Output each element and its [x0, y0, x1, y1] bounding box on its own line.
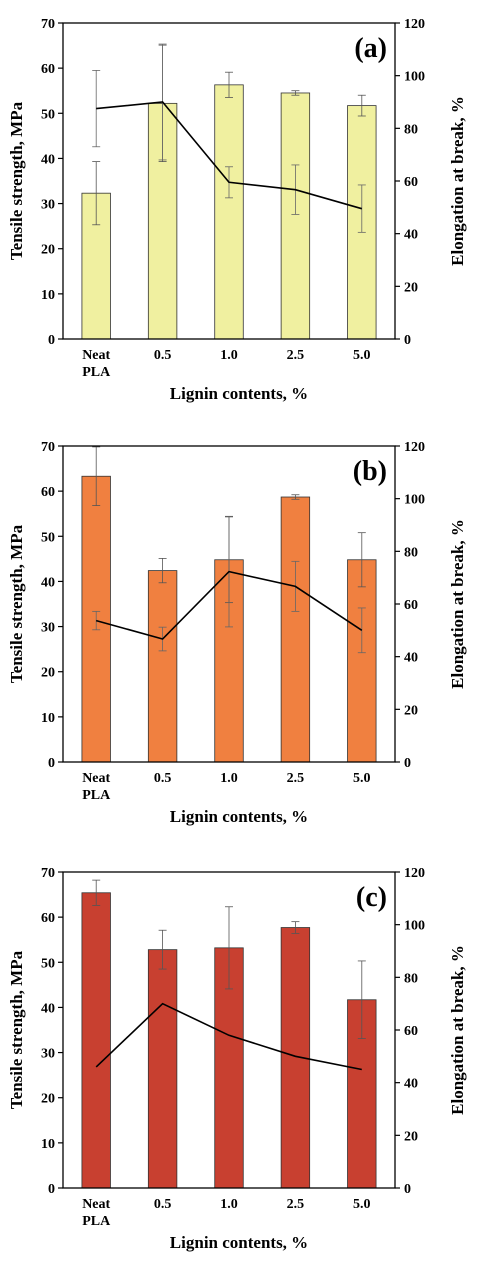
left-axis-tick-label: 0	[48, 1182, 55, 1197]
category-tick-label: 2.5	[287, 348, 305, 363]
left-axis-tick-label: 70	[41, 17, 55, 32]
left-axis-tick-label: 30	[41, 1047, 55, 1062]
left-axis-tick-label: 10	[41, 288, 55, 303]
elongation-line	[95, 570, 363, 640]
left-axis-tick-label: 10	[41, 1137, 55, 1152]
right-axis-tick-label: 80	[404, 545, 418, 560]
right-axis-tick-label: 0	[404, 1182, 411, 1197]
chart-panel-1: 0 10 20 30 40 50 60 70 0 20 40 60 80 100 120 Neat PLA 0.5…	[7, 17, 467, 403]
right-axis-tick-label: 20	[404, 280, 418, 295]
category-tick-label: 0.5	[154, 348, 172, 363]
x-axis-label: Lignin contents, %	[170, 807, 308, 826]
left-axis-tick-label: 20	[41, 666, 55, 681]
right-axis-label: Elongation at break, %	[448, 96, 467, 266]
right-axis-tick-label: 40	[404, 228, 418, 243]
left-axis-tick-label: 0	[48, 333, 55, 348]
category-tick-label: 2.5	[287, 1197, 305, 1212]
right-axis-tick-label: 60	[404, 175, 418, 190]
category-tick-label: 2.5	[287, 771, 305, 786]
elongation-line	[96, 101, 363, 210]
panel-label: (c)	[356, 882, 387, 913]
left-axis-label: Tensile strength, MPa	[7, 101, 26, 260]
right-axis-label: Elongation at break, %	[448, 519, 467, 689]
chart-panel-3: 0 10 20 30 40 50 60 70 0 20 40 60 80 100 120 Neat PLA 0.5…	[7, 866, 467, 1252]
left-axis-tick-label: 30	[41, 198, 55, 213]
right-axis-tick-label: 120	[404, 17, 425, 32]
category-tick-label: 0.5	[154, 771, 172, 786]
panel-label: (a)	[354, 33, 387, 64]
category-tick-label: Neat	[82, 771, 110, 786]
left-axis-label: Tensile strength, MPa	[7, 950, 26, 1109]
left-axis-tick-label: 70	[41, 440, 55, 455]
right-axis-tick-label: 100	[404, 493, 425, 508]
left-axis-tick-label: 40	[41, 1001, 55, 1016]
left-axis-label: Tensile strength, MPa	[7, 524, 26, 683]
right-axis-tick-label: 80	[404, 122, 418, 137]
category-tick-label: PLA	[82, 365, 111, 380]
category-tick-label: 1.0	[220, 348, 238, 363]
right-axis-tick-label: 0	[404, 756, 411, 771]
category-tick-label: 1.0	[220, 771, 238, 786]
left-axis-tick-label: 70	[41, 866, 55, 881]
bar	[347, 559, 377, 763]
bar	[214, 84, 244, 340]
bar	[147, 949, 178, 1189]
category-tick-label: 5.0	[353, 1197, 371, 1212]
left-axis-tick-label: 50	[41, 956, 55, 971]
category-tick-label: 5.0	[353, 348, 371, 363]
right-axis-tick-label: 20	[404, 1129, 418, 1144]
left-axis-tick-label: 60	[41, 62, 55, 77]
left-axis-tick-label: 50	[41, 530, 55, 545]
right-axis-label: Elongation at break, %	[448, 945, 467, 1115]
chart-panel-2: 0 10 20 30 40 50 60 70 0 20 40 60 80 100 120 Neat PLA 0.5…	[7, 440, 467, 826]
right-axis-tick-label: 0	[404, 333, 411, 348]
left-axis-tick-label: 20	[41, 243, 55, 258]
left-axis-tick-label: 40	[41, 152, 55, 167]
bar	[280, 496, 311, 763]
right-axis-tick-label: 40	[404, 1077, 418, 1092]
right-axis-tick-label: 20	[404, 703, 418, 718]
left-axis-tick-label: 60	[41, 911, 55, 926]
left-axis-tick-label: 0	[48, 756, 55, 771]
left-axis-tick-label: 20	[41, 1092, 55, 1107]
panel-label: (b)	[353, 456, 387, 487]
category-tick-label: PLA	[82, 788, 111, 803]
category-tick-label: 5.0	[353, 771, 371, 786]
right-axis-tick-label: 100	[404, 70, 425, 85]
right-axis-tick-label: 120	[404, 440, 425, 455]
bar	[280, 92, 311, 340]
elongation-line	[95, 1002, 362, 1071]
left-axis-tick-label: 50	[41, 107, 55, 122]
left-axis-tick-label: 60	[41, 485, 55, 500]
right-axis-tick-label: 60	[404, 598, 418, 613]
right-axis-tick-label: 40	[404, 651, 418, 666]
right-axis-tick-label: 80	[404, 971, 418, 986]
left-axis-tick-label: 40	[41, 575, 55, 590]
left-axis-tick-label: 30	[41, 621, 55, 636]
category-tick-label: Neat	[82, 348, 110, 363]
category-tick-label: PLA	[82, 1214, 111, 1229]
right-axis-tick-label: 100	[404, 919, 425, 934]
bar	[81, 892, 111, 1189]
category-tick-label: 0.5	[154, 1197, 172, 1212]
bar	[147, 570, 178, 763]
left-axis-tick-label: 10	[41, 711, 55, 726]
right-axis-tick-label: 60	[404, 1024, 418, 1039]
category-tick-label: Neat	[82, 1197, 110, 1212]
category-tick-label: 1.0	[220, 1197, 238, 1212]
x-axis-label: Lignin contents, %	[170, 1233, 308, 1252]
x-axis-label: Lignin contents, %	[170, 384, 308, 403]
right-axis-tick-label: 120	[404, 866, 425, 881]
